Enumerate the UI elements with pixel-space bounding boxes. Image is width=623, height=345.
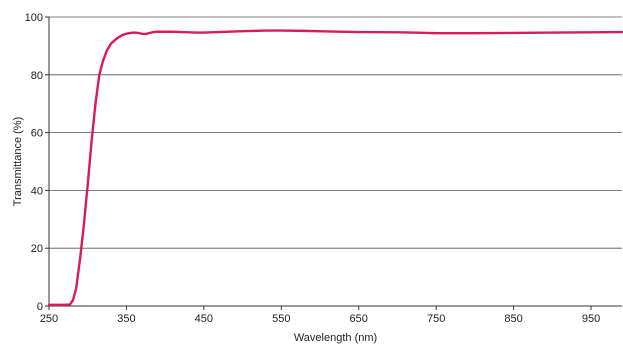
x-tick-label-350: 350 [117, 313, 135, 325]
x-tick-label-850: 850 [504, 313, 522, 325]
y-tick-label-100: 100 [25, 12, 43, 24]
y-tick-label-40: 40 [31, 185, 43, 197]
x-axis-title: Wavelength (nm) [294, 332, 377, 344]
x-tick-label-550: 550 [272, 313, 290, 325]
y-axis-ticks: 0 20 40 60 80 100 [25, 12, 49, 313]
x-tick-label-950: 950 [582, 313, 600, 325]
x-tick-label-750: 750 [427, 313, 445, 325]
y-tick-label-0: 0 [37, 301, 43, 313]
x-axis-ticks: 250 350 450 550 650 750 850 950 [40, 306, 600, 325]
y-tick-label-60: 60 [31, 128, 43, 140]
y-tick-label-80: 80 [31, 70, 43, 82]
x-tick-label-650: 650 [350, 313, 368, 325]
y-axis-title: Transmittance (%) [12, 117, 24, 206]
x-tick-label-450: 450 [195, 313, 213, 325]
x-tick-label-250: 250 [40, 313, 58, 325]
grid-lines [49, 16, 622, 249]
y-tick-label-20: 20 [31, 243, 43, 255]
transmittance-curve [47, 29, 623, 307]
